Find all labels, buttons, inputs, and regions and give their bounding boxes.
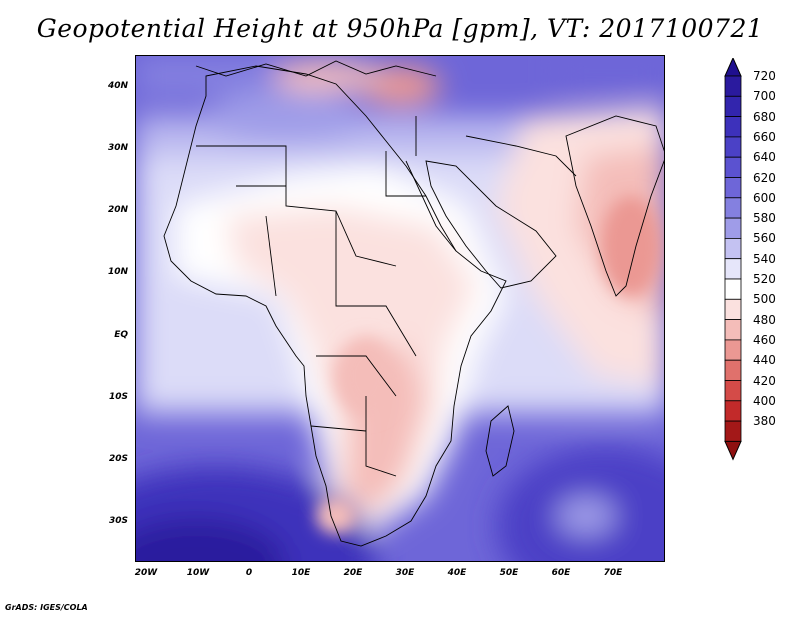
height-field <box>136 56 664 561</box>
colorbar-label: 380 <box>753 414 776 429</box>
colorbar-label: 600 <box>753 190 776 205</box>
lat-label: 20N <box>107 205 128 215</box>
lon-label: 30E <box>395 568 415 578</box>
colorbar-swatch <box>724 380 742 402</box>
lon-label: 20E <box>343 568 363 578</box>
lon-label: 40E <box>447 568 467 578</box>
lat-label: 40N <box>107 81 128 91</box>
lon-label: 70E <box>603 568 623 578</box>
colorbar-bottom-arrow <box>724 440 742 461</box>
colorbar-graphic <box>724 58 742 461</box>
colorbar-label: 500 <box>753 292 776 307</box>
colorbar-swatch <box>724 319 742 341</box>
lon-label: 50E <box>499 568 519 578</box>
colorbar-top-arrow <box>724 58 742 77</box>
colorbar-swatch <box>724 116 742 138</box>
colorbar-swatch <box>724 359 742 381</box>
colorbar-label: 440 <box>753 353 776 368</box>
lon-label: 10E <box>291 568 311 578</box>
colorbar-label: 580 <box>753 211 776 226</box>
colorbar-label: 680 <box>753 109 776 124</box>
map-title: Geopotential Height at 950hPa [gpm], VT:… <box>36 14 764 43</box>
colorbar-swatch <box>724 156 742 178</box>
grads-credit: GrADS: IGES/COLA <box>5 603 88 612</box>
colorbar-label: 540 <box>753 251 776 266</box>
colorbar-swatch <box>724 177 742 199</box>
colorbar-swatch <box>724 95 742 117</box>
lat-label: 10N <box>107 267 128 277</box>
colorbar-swatch <box>724 339 742 361</box>
colorbar-label: 660 <box>753 129 776 144</box>
colorbar-swatch <box>724 237 742 260</box>
colorbar-label: 400 <box>753 393 776 408</box>
colorbar-swatch <box>724 400 742 422</box>
colorbar-label: 460 <box>753 332 776 347</box>
map-panel <box>135 55 665 562</box>
colorbar-swatch <box>724 298 742 321</box>
colorbar-swatch <box>724 420 742 442</box>
lat-label: 10S <box>108 392 128 402</box>
colorbar-swatch <box>724 197 742 219</box>
colorbar-label: 420 <box>753 373 776 388</box>
lat-label: 20S <box>108 454 128 464</box>
colorbar-label: 620 <box>753 170 776 185</box>
colorbar-swatch <box>724 217 742 239</box>
lon-label: 60E <box>551 568 571 578</box>
colorbar-label: 560 <box>753 231 776 246</box>
lon-label: 20W <box>134 568 158 578</box>
colorbar-swatch <box>724 136 742 158</box>
colorbar-label: 700 <box>753 89 776 104</box>
lat-label: 30S <box>108 516 128 526</box>
colorbar-label: 480 <box>753 312 776 327</box>
colorbar-swatch <box>724 75 742 97</box>
lon-label: 0 <box>245 568 253 578</box>
colorbar-label: 720 <box>753 69 776 83</box>
colorbar-label: 520 <box>753 272 776 286</box>
colorbar-swatch <box>724 258 742 280</box>
colorbar-swatch <box>724 278 742 300</box>
lat-label: EQ <box>114 330 128 340</box>
lat-label: 30N <box>107 143 128 153</box>
colorbar-label: 640 <box>753 150 776 165</box>
lon-label: 10W <box>186 568 210 578</box>
